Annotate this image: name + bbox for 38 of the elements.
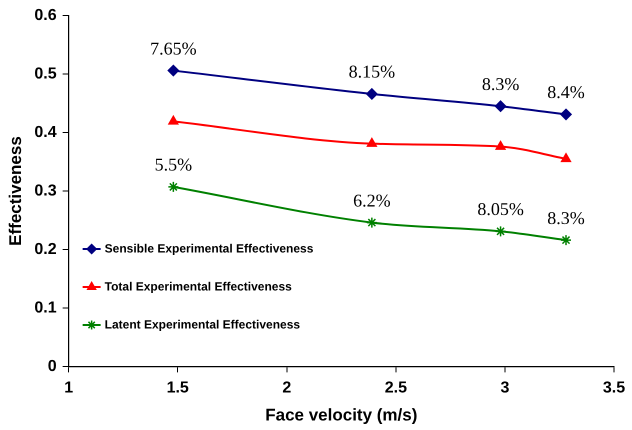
y-axis-title: Effectiveness	[6, 136, 25, 246]
annotation: 8.3%	[547, 208, 585, 228]
point	[495, 140, 506, 150]
x-tick-label: 1	[64, 379, 74, 396]
point	[168, 181, 180, 193]
point	[366, 216, 378, 228]
y-tick-label: 0.1	[34, 299, 57, 316]
y-tick-label: 0.4	[34, 124, 57, 141]
point	[168, 116, 178, 125]
legend-label: Sensible Experimental Effectiveness	[104, 241, 314, 256]
point	[560, 153, 572, 162]
x-tick-label: 2.5	[384, 379, 408, 396]
x-tick-label: 2	[282, 379, 292, 396]
x-tick-label: 1.5	[166, 379, 189, 396]
annotation: 5.5%	[154, 154, 192, 175]
y-tick-label: 0	[48, 358, 57, 375]
annotation: 6.2%	[353, 190, 391, 210]
annotation: 7.65%	[150, 38, 197, 58]
x-axis-title: Face velocity (m/s)	[265, 405, 418, 424]
annotation: 8.3%	[482, 74, 520, 94]
x-tick-label: 3	[500, 379, 510, 396]
annotation: 8.05%	[477, 199, 524, 220]
point	[560, 108, 572, 120]
y-tick-label: 0.5	[34, 65, 57, 82]
point	[366, 88, 378, 100]
legend-label: Latent Experimental Effectiveness	[104, 317, 300, 332]
point	[366, 138, 377, 147]
point	[494, 100, 506, 112]
y-tick-label: 0.6	[34, 7, 57, 24]
annotation: 8.4%	[547, 82, 585, 102]
y-tick-label: 0.2	[34, 240, 57, 258]
x-tick-label: 3.5	[602, 379, 626, 396]
legend-label: Total Experimental Effectiveness	[104, 279, 292, 294]
point	[560, 234, 572, 246]
y-tick-label: 0.3	[34, 182, 57, 200]
point	[168, 64, 180, 76]
annotation: 8.15%	[348, 62, 396, 82]
point	[494, 226, 506, 238]
